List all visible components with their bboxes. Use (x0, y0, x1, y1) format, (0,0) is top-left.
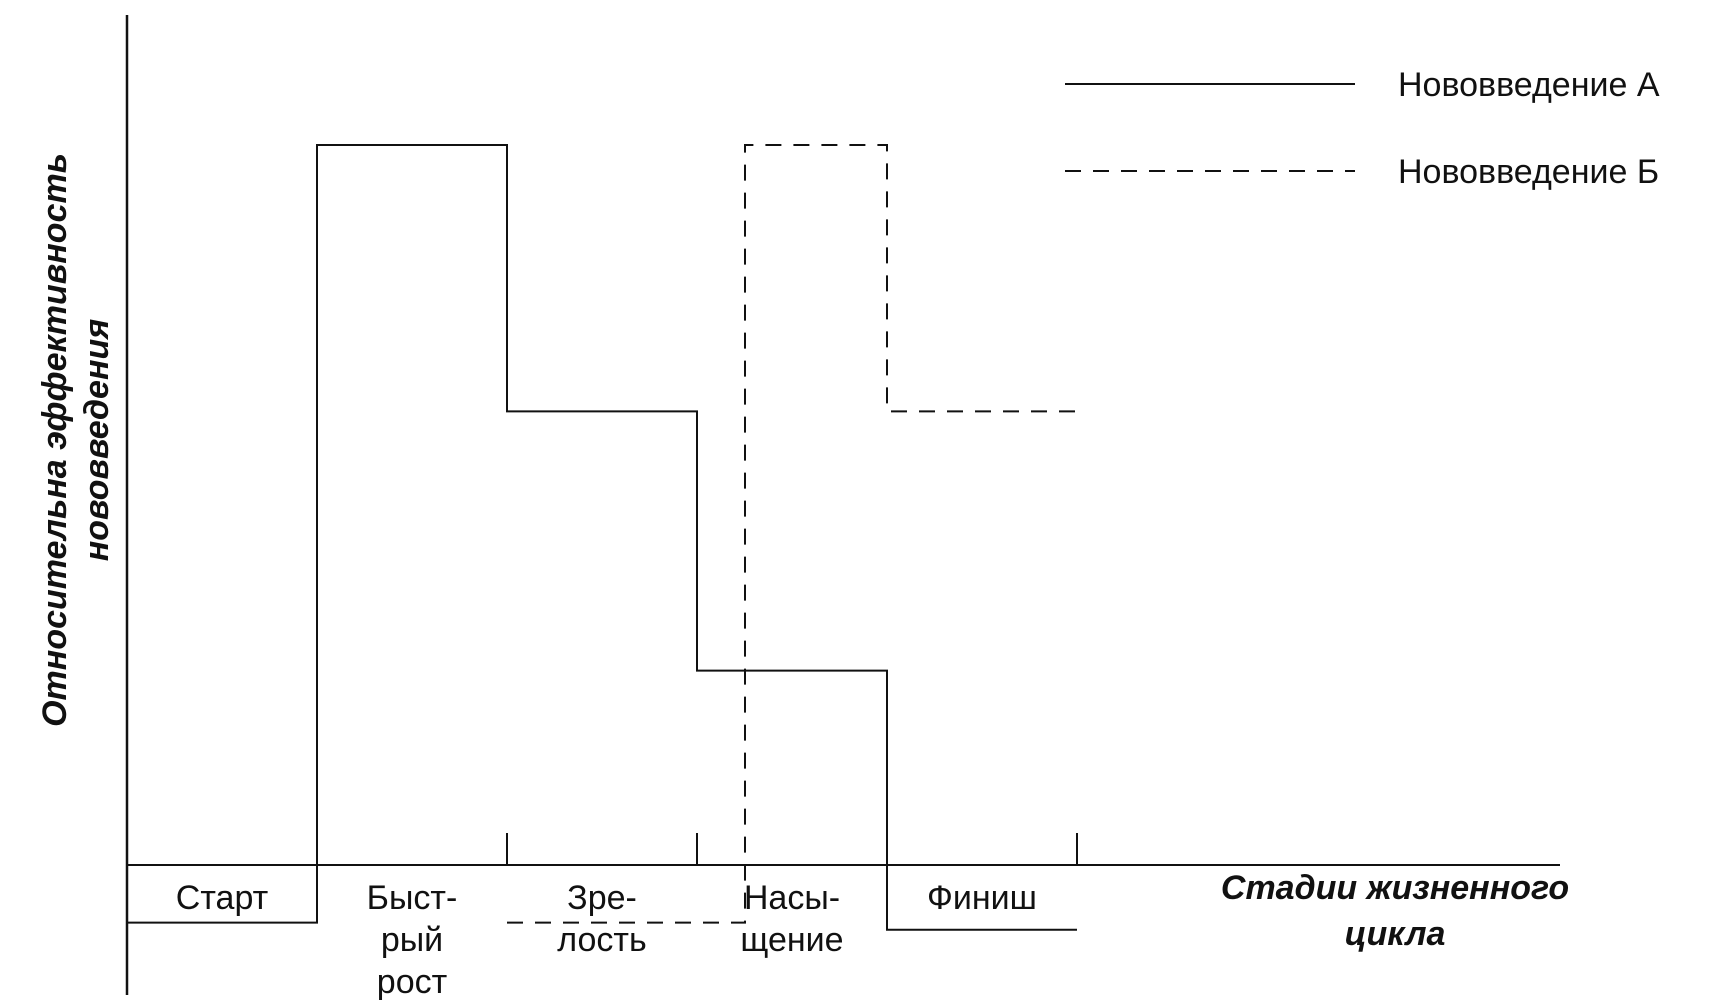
stage-label-line: Быст- (367, 879, 458, 917)
series-step-path (507, 144, 1077, 924)
stage-label-line: Насы- (744, 879, 840, 917)
stage-labels: Старт Быст-рый рост Зре-лость Насы-щение Фини… (176, 879, 1037, 1001)
legend-label-a: Нововведение А (1398, 66, 1660, 104)
y-axis-title-line-2: нововведения (78, 319, 116, 562)
x-axis-ticks (506, 833, 1078, 865)
series-line-b (507, 144, 1077, 924)
stage-label-line: Старт (176, 879, 268, 917)
stage-label: Насы-щение (740, 879, 843, 959)
stage-label-line: рост (377, 963, 447, 1001)
legend-label-b: Нововведение Б (1398, 153, 1659, 191)
stage-label: Быст-рый рост (367, 879, 458, 1001)
x-axis-title-line-1: Стадии жизненного (1221, 869, 1569, 907)
stage-label: Зре-лость (557, 879, 646, 959)
y-axis-title-line-1: Относительна эффективность (36, 153, 74, 727)
stage-label: Финиш (927, 879, 1037, 917)
x-axis-title-line-2: цикла (1345, 915, 1446, 953)
series-step-path (127, 144, 1077, 931)
x-axis-title: Стадии жизненного цикла (1221, 869, 1569, 953)
stage-label-line: Зре- (567, 879, 637, 917)
stage-label-line: Финиш (927, 879, 1037, 917)
series-line-a (127, 144, 1077, 931)
legend: Нововведение А Нововведение Б (1065, 66, 1660, 191)
stage-label-line: лость (557, 921, 646, 959)
stage-label-line: рый (381, 921, 443, 959)
stage-label-line: щение (740, 921, 843, 959)
y-axis-title: Относительна эффективность нововведения (36, 153, 116, 727)
stage-label: Старт (176, 879, 268, 917)
